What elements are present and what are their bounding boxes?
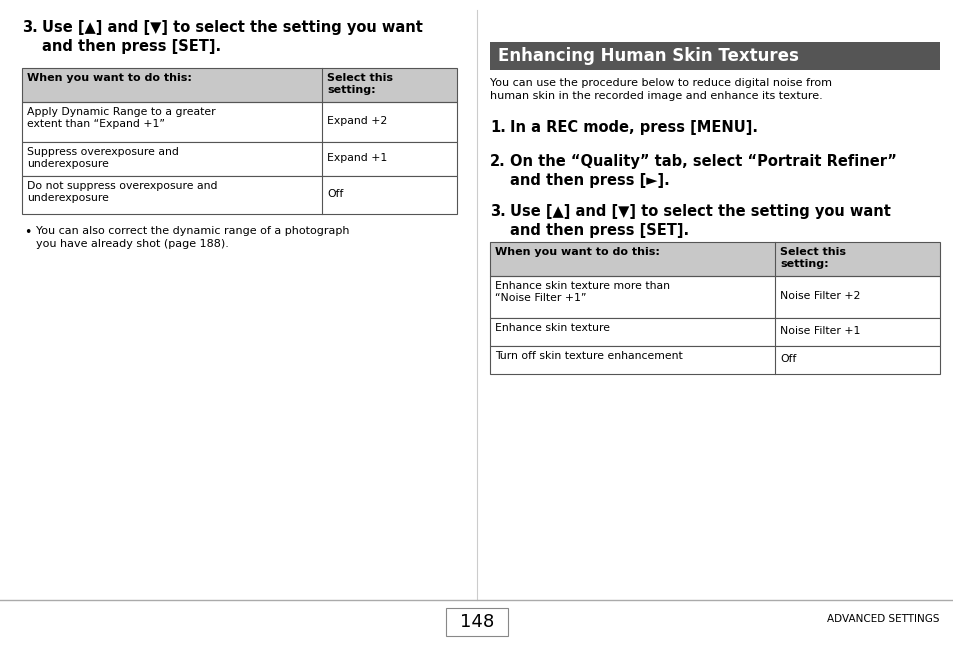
Bar [490, 318, 939, 346]
Bar [490, 242, 939, 276]
Text: Off: Off [327, 189, 343, 199]
Text: 3.: 3. [490, 204, 505, 219]
Text: Expand +1: Expand +1 [327, 153, 387, 163]
Text: Enhance skin texture: Enhance skin texture [495, 323, 609, 333]
Text: 1.: 1. [490, 120, 505, 135]
Bar [22, 68, 456, 102]
Text: In a REC mode, press [MENU].: In a REC mode, press [MENU]. [510, 120, 758, 135]
Text: 2.: 2. [490, 154, 505, 169]
Bar [490, 276, 939, 318]
Text: Suppress overexposure and
underexposure: Suppress overexposure and underexposure [27, 147, 179, 169]
Text: Off: Off [780, 354, 796, 364]
Text: Select this
setting:: Select this setting: [780, 247, 845, 269]
Bar [22, 102, 456, 142]
Bar [22, 68, 456, 102]
Text: Enhancing Human Skin Textures: Enhancing Human Skin Textures [497, 47, 798, 65]
Text: Noise Filter +2: Noise Filter +2 [780, 291, 860, 301]
Bar [22, 176, 456, 214]
Text: On the “Quality” tab, select “Portrait Refiner”
and then press [►].: On the “Quality” tab, select “Portrait R… [510, 154, 896, 188]
Text: Do not suppress overexposure and
underexposure: Do not suppress overexposure and underex… [27, 181, 217, 203]
Text: You can also correct the dynamic range of a photograph
you have already shot (pa: You can also correct the dynamic range o… [36, 226, 349, 249]
Text: Select this
setting:: Select this setting: [327, 73, 393, 96]
Bar [490, 42, 939, 70]
Text: Apply Dynamic Range to a greater
extent than “Expand +1”: Apply Dynamic Range to a greater extent … [27, 107, 215, 129]
Text: Use [▲] and [▼] to select the setting you want
and then press [SET].: Use [▲] and [▼] to select the setting yo… [42, 20, 422, 54]
Text: •: • [24, 226, 31, 239]
Bar [490, 242, 939, 276]
Text: Enhance skin texture more than
“Noise Filter +1”: Enhance skin texture more than “Noise Fi… [495, 281, 669, 304]
Text: 148: 148 [459, 613, 494, 631]
Text: Noise Filter +1: Noise Filter +1 [780, 326, 860, 336]
Text: When you want to do this:: When you want to do this: [27, 73, 192, 83]
Text: Use [▲] and [▼] to select the setting you want
and then press [SET].: Use [▲] and [▼] to select the setting yo… [510, 204, 890, 238]
Text: Turn off skin texture enhancement: Turn off skin texture enhancement [495, 351, 682, 361]
Text: Expand +2: Expand +2 [327, 116, 387, 126]
Text: ADVANCED SETTINGS: ADVANCED SETTINGS [826, 614, 939, 624]
Bar [22, 142, 456, 176]
Text: 3.: 3. [22, 20, 38, 35]
Bar [490, 346, 939, 374]
Bar [446, 608, 507, 636]
Text: You can use the procedure below to reduce digital noise from
human skin in the r: You can use the procedure below to reduc… [490, 78, 831, 101]
Text: When you want to do this:: When you want to do this: [495, 247, 659, 257]
